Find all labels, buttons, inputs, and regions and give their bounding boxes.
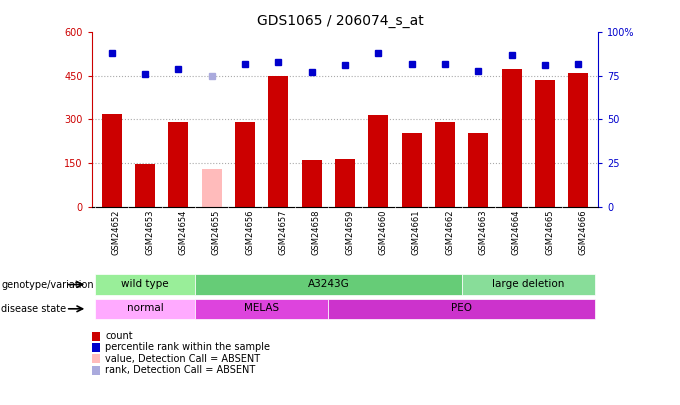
Text: GDS1065 / 206074_s_at: GDS1065 / 206074_s_at [256,14,424,28]
Bar [402,132,422,207]
Text: large deletion: large deletion [492,279,564,289]
Text: GSM24652: GSM24652 [112,209,121,254]
Text: A3243G: A3243G [307,279,350,289]
Text: wild type: wild type [121,279,169,289]
Bar [568,73,588,207]
Text: GSM24653: GSM24653 [145,209,154,255]
Text: GSM24662: GSM24662 [445,209,454,255]
Text: GSM24660: GSM24660 [379,209,388,255]
Bar [462,275,595,294]
Text: PEO: PEO [452,303,472,313]
Text: MELAS: MELAS [244,303,279,313]
Bar [535,80,555,207]
Text: GSM24658: GSM24658 [311,209,321,255]
Text: count: count [105,331,133,341]
Text: GSM24657: GSM24657 [278,209,288,255]
Bar [269,76,288,207]
Text: GSM24656: GSM24656 [245,209,254,255]
Bar [502,69,522,207]
Text: genotype/variation: genotype/variation [1,279,94,290]
Bar [195,299,328,319]
Text: value, Detection Call = ABSENT: value, Detection Call = ABSENT [105,354,260,364]
Text: GSM24659: GSM24659 [345,209,354,254]
Bar [335,159,355,207]
Bar [202,169,222,207]
Bar [95,299,195,319]
Text: GSM24666: GSM24666 [579,209,588,255]
Text: GSM24655: GSM24655 [211,209,221,254]
Bar [469,132,488,207]
Text: disease state: disease state [1,304,67,314]
Bar [235,122,255,207]
Bar [195,275,462,294]
Text: normal: normal [126,303,163,313]
Bar [369,115,388,207]
Text: GSM24665: GSM24665 [545,209,554,255]
Text: GSM24663: GSM24663 [479,209,488,255]
Bar [328,299,595,319]
Bar [135,164,155,207]
Text: rank, Detection Call = ABSENT: rank, Detection Call = ABSENT [105,365,256,375]
Bar [102,114,122,207]
Bar [169,122,188,207]
Text: GSM24664: GSM24664 [512,209,521,255]
Text: percentile rank within the sample: percentile rank within the sample [105,343,271,352]
Text: GSM24661: GSM24661 [412,209,421,255]
Bar [302,160,322,207]
Text: GSM24654: GSM24654 [178,209,188,254]
Bar [95,275,195,294]
Bar [435,122,455,207]
